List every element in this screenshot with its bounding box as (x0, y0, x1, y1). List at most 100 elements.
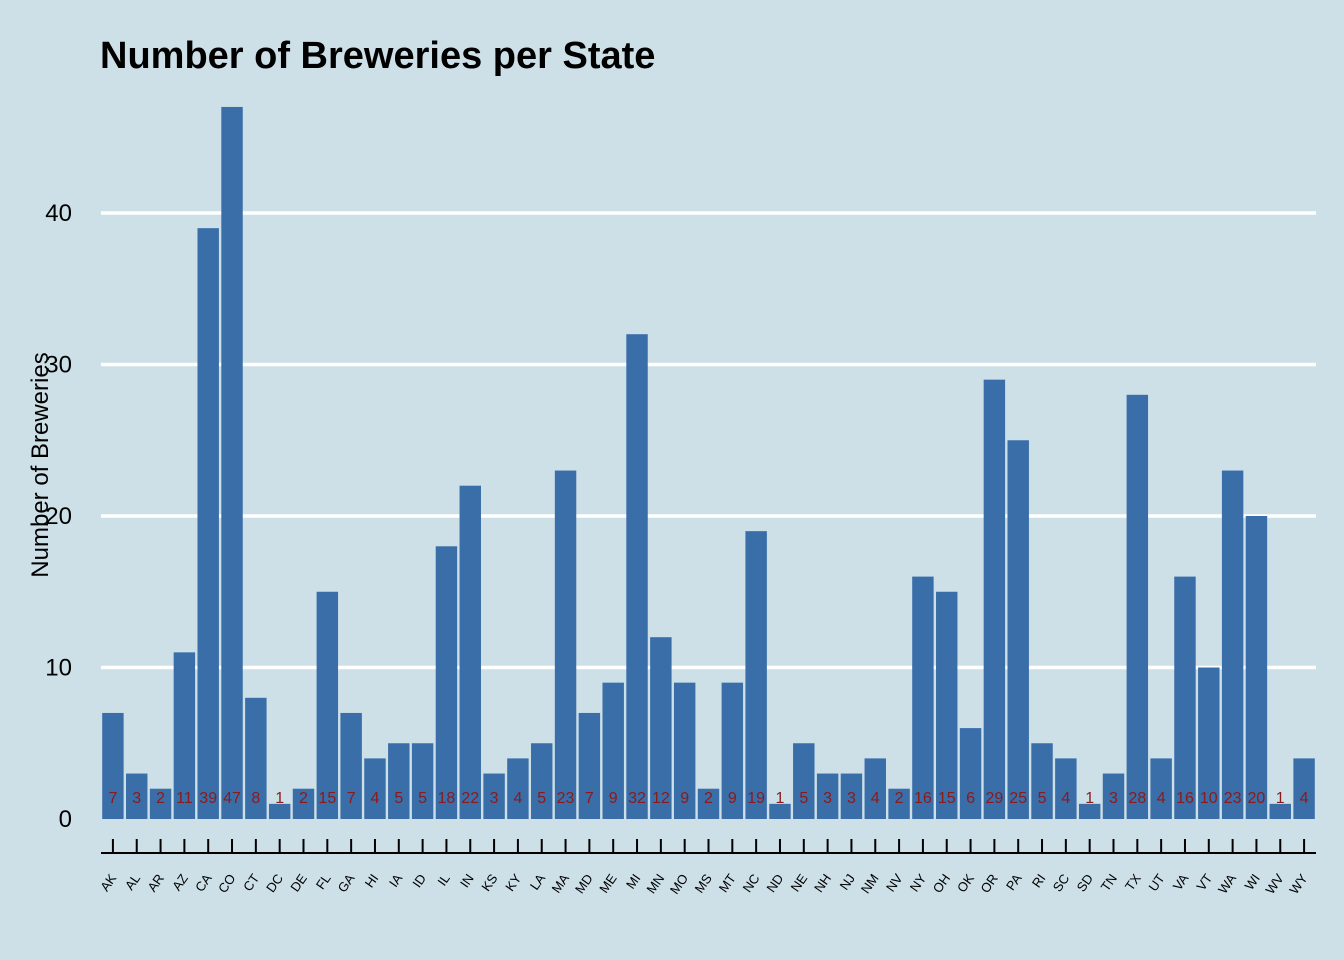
bar-ks (483, 773, 505, 819)
bar-value-label: 15 (938, 790, 956, 807)
bar-value-label: 47 (223, 790, 241, 807)
bar-value-label: 1 (275, 790, 284, 807)
bar-il (435, 546, 458, 819)
x-tick-label: RI (1029, 871, 1049, 890)
bar-ok (959, 728, 982, 819)
bar-ms (697, 788, 720, 819)
x-tick-label: MO (667, 871, 691, 897)
bar-pa (1007, 440, 1029, 819)
bar-nm (864, 758, 886, 819)
bar-wi (1245, 516, 1268, 819)
value-labels: 7 3 2 11 39 47 8 1 2 15 7 4 5 5 18 22 3 4 5 23 7 9 32 12 9 2 9 19 1 5… (108, 790, 1308, 807)
x-tick-label: NJ (836, 871, 857, 893)
x-tick-label: ID (409, 871, 429, 890)
bar-value-label: 4 (871, 790, 880, 807)
x-axis (101, 839, 1316, 854)
bar-value-label: 4 (1061, 790, 1070, 807)
bar-ny (912, 576, 934, 819)
bar-ct (245, 697, 267, 819)
y-tick-label: 0 (59, 806, 72, 833)
bar-ga (340, 712, 362, 819)
x-tick-label: MD (572, 871, 596, 896)
bar-in (459, 485, 481, 819)
bar-value-label: 22 (461, 790, 479, 807)
bar-value-label: 32 (628, 790, 646, 807)
bar-or (983, 379, 1006, 819)
bar-value-label: 2 (704, 790, 713, 807)
bar-tn (1102, 773, 1125, 819)
x-tick-label: ND (763, 871, 786, 895)
bar-ia (388, 743, 410, 819)
bar-dc (268, 803, 291, 819)
x-tick-label: GA (335, 871, 358, 895)
bar-sd (1078, 803, 1101, 819)
x-tick-label: OR (977, 871, 1000, 896)
bar-value-label: 3 (847, 790, 856, 807)
bar-fl (316, 591, 339, 819)
x-tick-label: LA (527, 871, 549, 893)
bar-me (602, 682, 624, 819)
x-tick-label: HI (362, 871, 382, 890)
bar-ri (1031, 743, 1053, 819)
bar-mo (673, 682, 696, 819)
bar-md (578, 712, 601, 819)
bar-va (1174, 576, 1196, 819)
bar-value-label: 18 (438, 790, 456, 807)
bar-ak (102, 712, 124, 819)
x-tick-label: KY (502, 871, 524, 894)
x-tick-label: MA (549, 871, 573, 896)
bar-value-label: 9 (609, 790, 618, 807)
bar-al (126, 773, 148, 819)
x-tick-label: AZ (169, 871, 191, 893)
bar-value-label: 3 (1109, 790, 1118, 807)
x-tick-label: AK (97, 871, 119, 894)
bar-hi (364, 758, 386, 819)
bar-tx (1126, 394, 1149, 819)
y-axis-label: Number of Breweries (27, 352, 54, 577)
bar-value-label: 1 (1085, 790, 1094, 807)
bar-value-label: 2 (156, 790, 165, 807)
x-tick-label: CT (240, 871, 262, 894)
bar-az (173, 652, 196, 819)
x-tick-label: MN (643, 871, 667, 896)
x-tick-label: NY (907, 871, 930, 895)
bar-ut (1150, 758, 1172, 819)
bar-ma (554, 470, 577, 819)
bar-ne (793, 743, 815, 819)
bar-value-label: 11 (176, 790, 193, 807)
bar-value-label: 4 (1300, 790, 1309, 807)
gridlines (101, 211, 1316, 670)
x-tick-label: IA (386, 871, 406, 890)
bar-value-label: 12 (652, 790, 670, 807)
bar-value-label: 1 (776, 790, 785, 807)
y-tick-label: 10 (45, 655, 72, 682)
x-tick-label: SC (1050, 871, 1073, 894)
x-tick-label: PA (1003, 871, 1025, 893)
x-tick-label: UT (1145, 871, 1167, 894)
bar-nh (816, 773, 839, 819)
bar-co (221, 106, 243, 819)
bar-value-label: 7 (585, 790, 594, 807)
bar-value-label: 2 (299, 790, 308, 807)
bar-de (292, 788, 315, 819)
bar-wa (1221, 470, 1244, 819)
bar-value-label: 7 (108, 790, 117, 807)
x-tick-label: WY (1286, 871, 1310, 897)
bar-value-label: 20 (1248, 790, 1266, 807)
x-tick-label: VT (1193, 871, 1215, 893)
x-tick-label: NH (811, 871, 834, 895)
bar-la (531, 743, 553, 819)
bars (102, 106, 1315, 819)
bar-value-label: 5 (418, 790, 427, 807)
x-tick-label: NM (858, 871, 882, 896)
x-tick-label: NE (788, 871, 811, 895)
bar-value-label: 8 (251, 790, 260, 807)
bar-value-label: 4 (1157, 790, 1166, 807)
x-tick-label: IL (434, 871, 453, 888)
x-tick-label: OK (954, 871, 977, 895)
bar-value-label: 7 (347, 790, 356, 807)
bar-value-label: 4 (513, 790, 522, 807)
bar-value-label: 16 (914, 790, 932, 807)
bar-value-label: 28 (1128, 790, 1146, 807)
x-tick-label: FL (313, 871, 334, 892)
